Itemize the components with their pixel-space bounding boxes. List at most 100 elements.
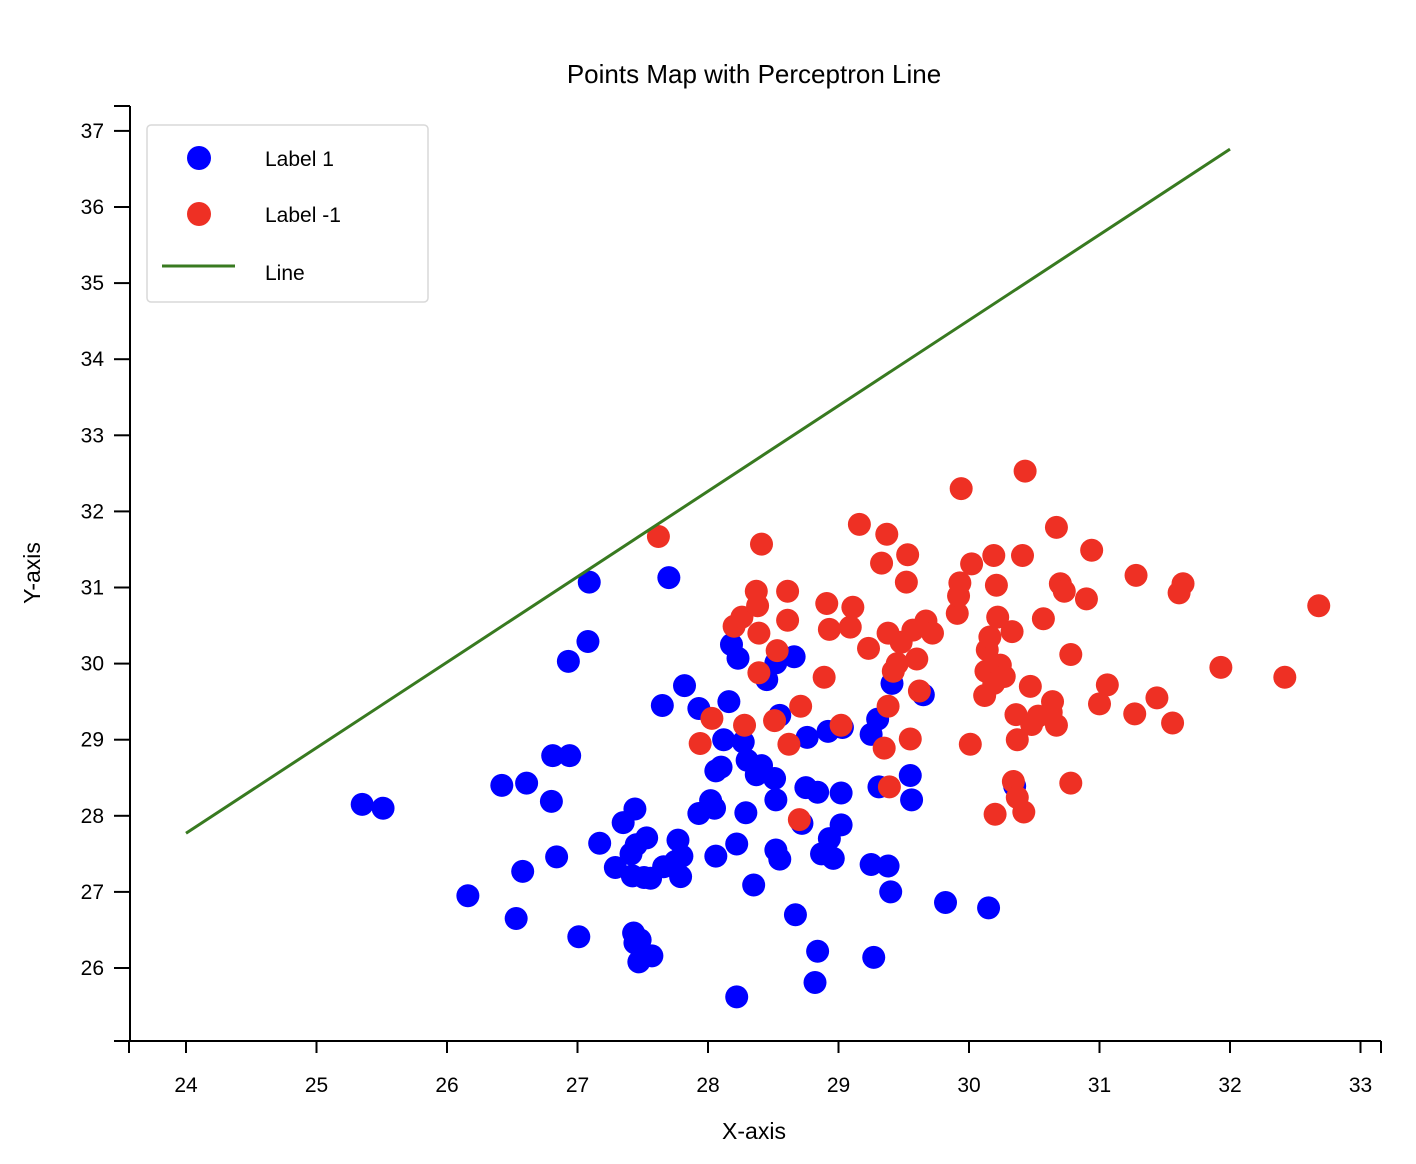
point-label-1 bbox=[515, 771, 539, 795]
point-label-minus-1 bbox=[984, 573, 1008, 597]
point-label-minus-1 bbox=[1031, 607, 1055, 631]
legend-marker-label-minus-1 bbox=[187, 202, 211, 226]
point-label-minus-1 bbox=[958, 732, 982, 756]
y-tick-label: 33 bbox=[81, 424, 104, 447]
point-label-minus-1 bbox=[949, 477, 973, 501]
point-label-1 bbox=[545, 845, 569, 869]
point-label-1 bbox=[650, 693, 674, 717]
point-label-1 bbox=[577, 570, 601, 594]
y-tick-label: 30 bbox=[81, 653, 104, 676]
point-label-minus-1 bbox=[747, 661, 771, 685]
perceptron-line bbox=[185, 147, 1231, 835]
point-label-1 bbox=[669, 865, 693, 889]
point-label-minus-1 bbox=[1044, 515, 1068, 539]
point-label-minus-1 bbox=[1145, 686, 1169, 710]
point-label-1 bbox=[768, 847, 792, 871]
point-label-minus-1 bbox=[857, 636, 881, 660]
point-label-1 bbox=[764, 788, 788, 812]
legend-label-line: Line bbox=[265, 262, 305, 285]
point-label-minus-1 bbox=[847, 512, 871, 536]
x-tick-label: 25 bbox=[305, 1074, 328, 1097]
point-label-minus-1 bbox=[1041, 690, 1065, 714]
x-tick-label: 27 bbox=[566, 1074, 589, 1097]
point-label-minus-1 bbox=[789, 694, 813, 718]
point-label-1 bbox=[795, 725, 819, 749]
point-label-minus-1 bbox=[920, 621, 944, 645]
point-label-1 bbox=[556, 649, 580, 673]
point-label-minus-1 bbox=[1059, 771, 1083, 795]
y-tick-label: 26 bbox=[81, 957, 104, 980]
point-label-1 bbox=[567, 925, 591, 949]
legend-box bbox=[146, 124, 429, 303]
point-label-1 bbox=[350, 792, 374, 816]
point-label-minus-1 bbox=[700, 706, 724, 730]
point-label-1 bbox=[709, 755, 733, 779]
point-label-1 bbox=[623, 797, 647, 821]
point-label-1 bbox=[717, 690, 741, 714]
y-tick-label: 34 bbox=[81, 348, 105, 371]
point-label-minus-1 bbox=[1018, 674, 1042, 698]
point-label-1 bbox=[977, 896, 1001, 920]
point-label-minus-1 bbox=[978, 625, 1002, 649]
point-label-minus-1 bbox=[1171, 572, 1195, 596]
point-label-1 bbox=[558, 744, 582, 768]
x-tick-label: 33 bbox=[1349, 1074, 1372, 1097]
point-label-1 bbox=[670, 844, 694, 868]
point-label-minus-1 bbox=[1013, 459, 1037, 483]
point-label-minus-1 bbox=[829, 713, 853, 737]
y-tick-label: 35 bbox=[81, 272, 104, 295]
point-label-1 bbox=[806, 939, 830, 963]
point-label-1 bbox=[673, 674, 697, 698]
series-1 bbox=[646, 459, 1331, 832]
point-label-minus-1 bbox=[777, 732, 801, 756]
point-label-1 bbox=[829, 781, 853, 805]
point-label-1 bbox=[763, 767, 787, 791]
point-label-minus-1 bbox=[688, 732, 712, 756]
point-label-1 bbox=[821, 846, 845, 870]
chart-title: Points Map with Perceptron Line bbox=[567, 59, 941, 89]
point-label-1 bbox=[859, 853, 883, 877]
point-label-1 bbox=[703, 796, 727, 820]
point-label-minus-1 bbox=[877, 775, 901, 799]
point-label-minus-1 bbox=[1123, 702, 1147, 726]
point-label-minus-1 bbox=[986, 605, 1010, 629]
point-label-minus-1 bbox=[885, 652, 909, 676]
point-label-minus-1 bbox=[1209, 655, 1233, 679]
point-label-minus-1 bbox=[1161, 711, 1185, 735]
point-label-minus-1 bbox=[983, 802, 1007, 826]
point-label-minus-1 bbox=[746, 594, 770, 618]
point-label-minus-1 bbox=[948, 571, 972, 595]
y-tick-label: 28 bbox=[81, 805, 104, 828]
y-tick-label: 31 bbox=[81, 577, 104, 600]
point-label-1 bbox=[712, 728, 736, 752]
point-label-minus-1 bbox=[1052, 579, 1076, 603]
x-tick-label: 24 bbox=[174, 1074, 198, 1097]
point-label-minus-1 bbox=[750, 532, 774, 556]
x-axis-label: X-axis bbox=[722, 1118, 786, 1144]
point-label-1 bbox=[934, 891, 958, 915]
y-tick-label: 27 bbox=[81, 881, 104, 904]
point-label-minus-1 bbox=[875, 522, 899, 546]
point-label-minus-1 bbox=[1059, 642, 1083, 666]
point-label-1 bbox=[742, 873, 766, 897]
point-label-minus-1 bbox=[1012, 800, 1036, 824]
point-label-1 bbox=[490, 773, 514, 797]
point-label-1 bbox=[603, 856, 627, 880]
point-label-minus-1 bbox=[733, 713, 757, 737]
legend-label-1: Label 1 bbox=[265, 148, 334, 171]
y-ticks: 26 27 28 29 30 31 32 33 34 35 36 37 bbox=[81, 105, 130, 1042]
point-label-1 bbox=[725, 832, 749, 856]
point-label-minus-1 bbox=[776, 579, 800, 603]
point-label-minus-1 bbox=[1088, 692, 1111, 716]
point-label-1 bbox=[725, 985, 749, 1009]
point-label-minus-1 bbox=[898, 727, 922, 751]
point-label-minus-1 bbox=[992, 665, 1016, 689]
point-label-minus-1 bbox=[817, 617, 841, 641]
point-label-minus-1 bbox=[776, 608, 800, 632]
point-label-minus-1 bbox=[812, 665, 836, 689]
point-label-minus-1 bbox=[1000, 620, 1024, 644]
point-label-minus-1 bbox=[787, 808, 811, 832]
legend: Label 1 Label -1 Line bbox=[146, 124, 429, 303]
x-ticks: 24 25 26 27 28 29 30 31 32 33 bbox=[128, 1041, 1382, 1097]
